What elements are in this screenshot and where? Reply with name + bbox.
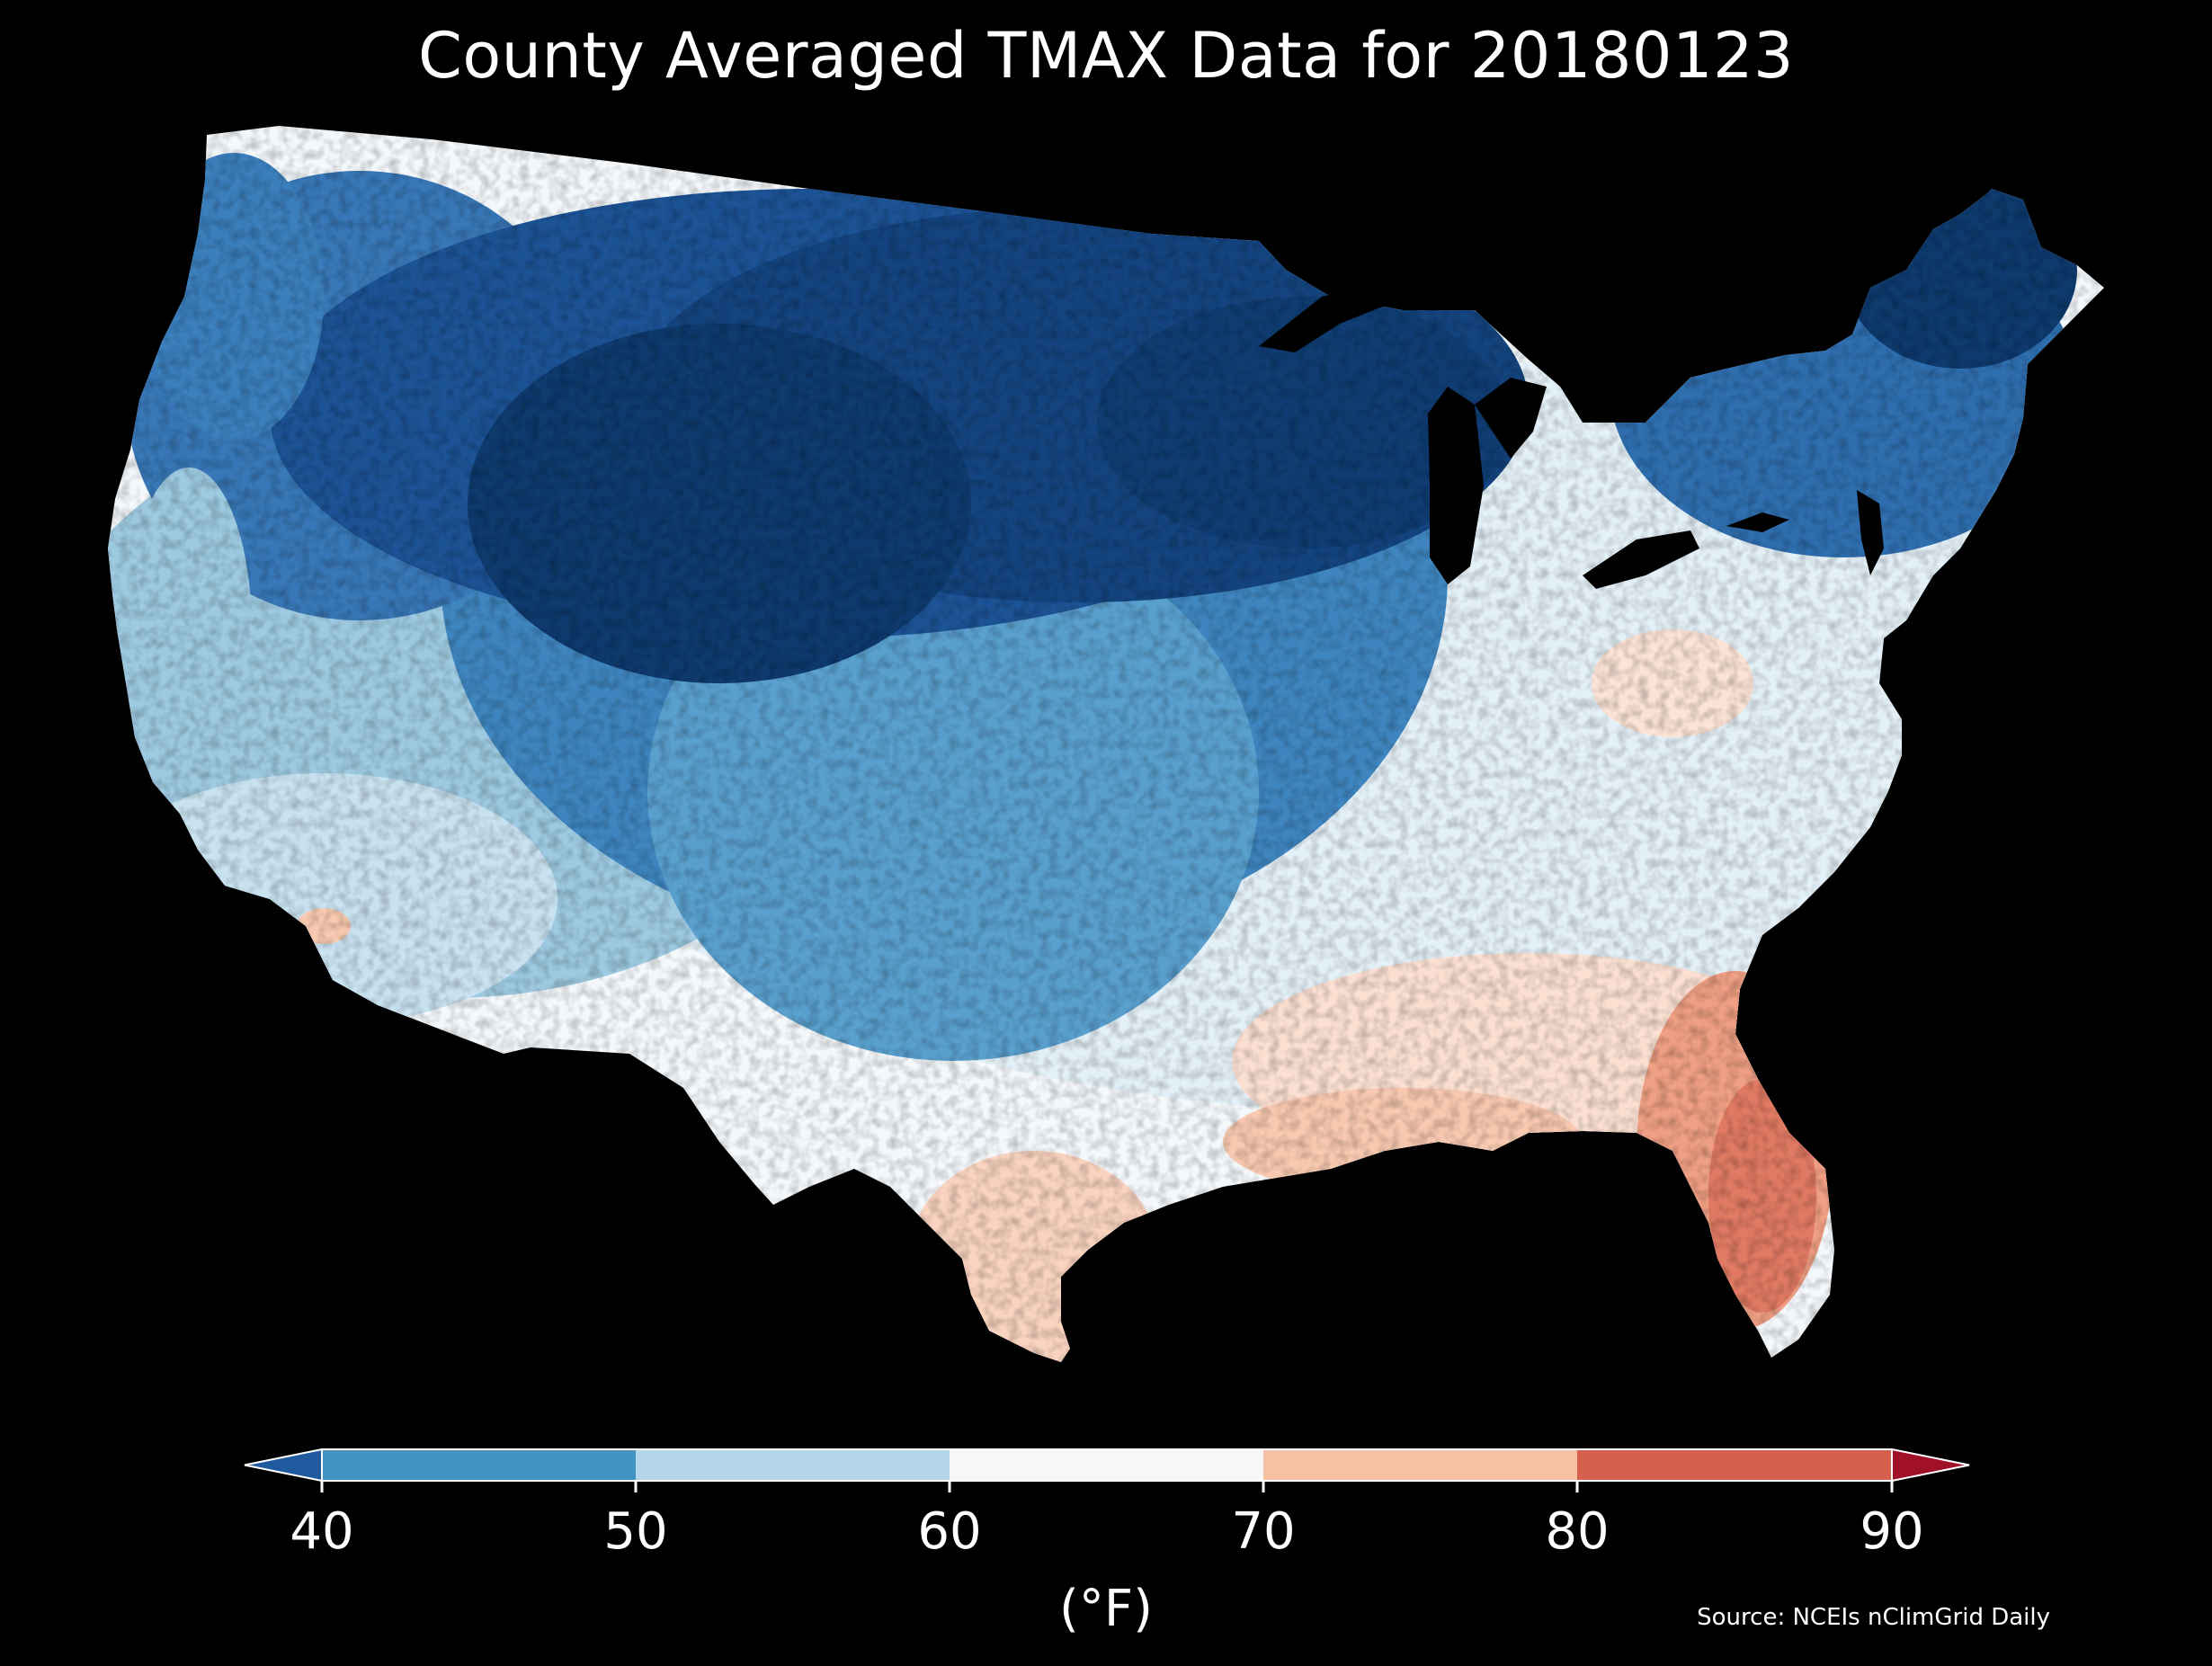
colorbar-bin-80-90 <box>1577 1449 1892 1481</box>
colorbar-tick-label: 40 <box>290 1502 354 1561</box>
colorbar-tick-label: 80 <box>1545 1502 1610 1561</box>
map-title: County Averaged TMAX Data for 20180123 <box>417 19 1795 93</box>
colorbar-tick-marks <box>320 1481 1894 1492</box>
colorbar <box>244 1448 1970 1492</box>
colorbar-underflow-arrow <box>244 1448 323 1483</box>
colorbar-outline <box>321 1448 1893 1482</box>
colorbar-tick-label: 50 <box>603 1502 668 1561</box>
great-lakes <box>1259 286 1884 589</box>
colorbar-bin-70-80 <box>1263 1449 1577 1481</box>
colorbar-tick-label: 90 <box>1860 1502 1924 1561</box>
colorbar-bin-40-50 <box>322 1449 636 1481</box>
colorbar-bin-50-60 <box>636 1449 950 1481</box>
source-note: Source: NCEIs nClimGrid Daily <box>1697 1604 2050 1631</box>
colorbar-tick-label: 70 <box>1231 1502 1296 1561</box>
colorbar-overflow-arrow <box>1891 1448 1970 1483</box>
colorbar-bin-60-70 <box>950 1449 1263 1481</box>
colorbar-unit-label: (°F) <box>1059 1580 1153 1638</box>
colorbar-tick-label: 60 <box>917 1502 982 1561</box>
